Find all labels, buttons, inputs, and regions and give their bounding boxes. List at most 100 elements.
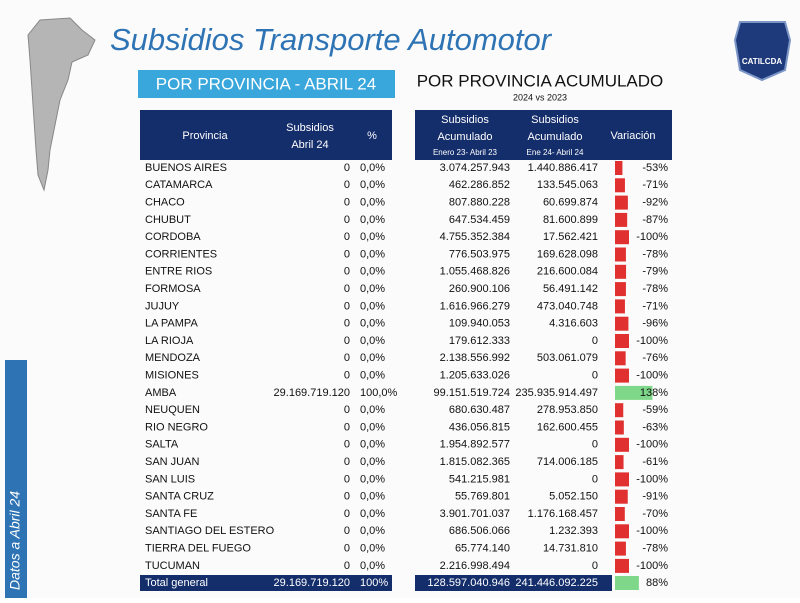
side-bar xyxy=(5,360,27,598)
cell-acum24: 5.052.150 xyxy=(549,491,598,503)
cell-acum23: 2.216.998.494 xyxy=(440,560,510,572)
cell-acum24: 278.953.850 xyxy=(537,404,598,416)
cell-pct: 0,0% xyxy=(360,300,385,312)
data-bar xyxy=(615,472,629,487)
cell-pct: 0,0% xyxy=(360,491,385,503)
title: Subsidios Transporte Automotor xyxy=(110,22,553,57)
cell-provincia: MISIONES xyxy=(145,370,199,382)
cell-provincia: TUCUMAN xyxy=(145,560,200,572)
cell-pct: 0,0% xyxy=(360,318,385,330)
cell-provincia: SAN LUIS xyxy=(145,473,195,485)
data-bar xyxy=(615,334,629,348)
cell-acum24: 473.040.748 xyxy=(537,300,598,312)
cell-variacion: 88% xyxy=(646,577,668,589)
cell-acum23: 541.215.981 xyxy=(449,473,510,485)
cell-variacion: -100% xyxy=(636,525,668,537)
cell-variacion: -79% xyxy=(642,266,668,278)
cell-acum24: 503.061.079 xyxy=(537,352,598,364)
cell-acum24: 1.440.886.417 xyxy=(528,162,598,174)
right-header-bg xyxy=(415,110,672,160)
cell-variacion: -70% xyxy=(642,508,668,520)
logo-text: CATILCDA xyxy=(742,57,783,66)
cell-pct: 0,0% xyxy=(360,370,385,382)
cell-acum24: 17.562.421 xyxy=(543,231,598,243)
cell-subsidios: 0 xyxy=(344,266,350,278)
data-bar xyxy=(615,524,629,539)
data-bar xyxy=(615,437,629,452)
data-bar xyxy=(615,316,629,331)
col-header: Acumulado xyxy=(527,131,582,143)
cell-acum24: 81.600.899 xyxy=(543,214,598,226)
cell-acum24: 216.600.084 xyxy=(537,266,598,278)
data-bar xyxy=(615,195,628,210)
cell-subsidios: 0 xyxy=(344,335,350,347)
cell-acum24: 169.628.098 xyxy=(537,248,598,260)
cell-acum24: 133.545.063 xyxy=(537,179,598,191)
cell-subsidios: 0 xyxy=(344,283,350,295)
col-header: Ene 24- Abril 24 xyxy=(527,148,584,157)
cell-variacion: -71% xyxy=(642,179,668,191)
cell-pct: 0,0% xyxy=(360,560,385,572)
cell-acum23: 260.900.106 xyxy=(449,283,510,295)
cell-acum24: 241.446.092.225 xyxy=(515,577,598,589)
data-bar xyxy=(615,507,625,521)
cell-pct: 0,0% xyxy=(360,421,385,433)
cell-subsidios: 0 xyxy=(344,370,350,382)
cell-provincia: CHUBUT xyxy=(145,214,191,226)
cell-variacion: -78% xyxy=(642,283,668,295)
data-bar xyxy=(615,455,624,470)
data-bar xyxy=(615,212,628,227)
cell-pct: 0,0% xyxy=(360,439,385,451)
cell-acum23: 462.286.852 xyxy=(449,179,510,191)
cell-subsidios: 0 xyxy=(344,421,350,433)
cell-pct: 0,0% xyxy=(360,352,385,364)
logo: CATILCDA xyxy=(733,21,792,82)
cell-variacion: -63% xyxy=(642,421,668,433)
cell-acum24: 0 xyxy=(592,560,598,572)
data-bar xyxy=(615,420,624,435)
data-bar xyxy=(615,282,626,297)
cell-provincia: JUJUY xyxy=(145,300,180,312)
data-bar xyxy=(615,299,625,314)
total-bg xyxy=(415,575,612,591)
total-bg xyxy=(140,575,392,591)
cell-acum23: 1.815.082.365 xyxy=(440,456,510,468)
cell-acum24: 162.600.455 xyxy=(537,421,598,433)
cell-pct: 0,0% xyxy=(360,473,385,485)
cell-subsidios: 29.169.719.120 xyxy=(274,387,350,399)
side-label: Datos a Abril 24 xyxy=(7,491,23,590)
cell-acum23: 3.074.257.943 xyxy=(440,162,510,174)
data-bar xyxy=(615,403,624,418)
cell-variacion: -96% xyxy=(642,318,668,330)
col-header: % xyxy=(367,130,377,142)
cell-variacion: -59% xyxy=(642,404,668,416)
cell-acum24: 4.316.603 xyxy=(549,318,598,330)
cell-acum23: 1.205.633.026 xyxy=(440,370,510,382)
cell-subsidios: 29.169.719.120 xyxy=(274,577,350,589)
cell-subsidios: 0 xyxy=(344,456,350,468)
cell-subsidios: 0 xyxy=(344,560,350,572)
cell-variacion: -61% xyxy=(642,456,668,468)
cell-acum23: 1.055.468.826 xyxy=(440,266,510,278)
data-bar xyxy=(615,178,625,193)
data-bar xyxy=(615,161,623,175)
cell-acum23: 807.880.228 xyxy=(449,197,510,209)
cell-acum24: 235.935.914.497 xyxy=(515,387,598,399)
cell-pct: 0,0% xyxy=(360,197,385,209)
data-bar xyxy=(615,264,627,279)
cell-acum23: 776.503.975 xyxy=(449,248,510,260)
cell-provincia: AMBA xyxy=(145,387,177,399)
cell-subsidios: 0 xyxy=(344,162,350,174)
cell-acum24: 1.176.168.457 xyxy=(528,508,598,520)
cell-acum24: 1.232.393 xyxy=(549,525,598,537)
cell-variacion: -87% xyxy=(642,214,668,226)
cell-pct: 0,0% xyxy=(360,508,385,520)
cell-variacion: -100% xyxy=(636,231,668,243)
table: Provincia Subsidios Abril 24% Subsidios Acum… xyxy=(140,114,668,591)
cell-variacion: -100% xyxy=(636,560,668,572)
cell-acum24: 56.491.142 xyxy=(543,283,598,295)
cell-pct: 0,0% xyxy=(360,231,385,243)
cell-provincia: MENDOZA xyxy=(145,352,201,364)
